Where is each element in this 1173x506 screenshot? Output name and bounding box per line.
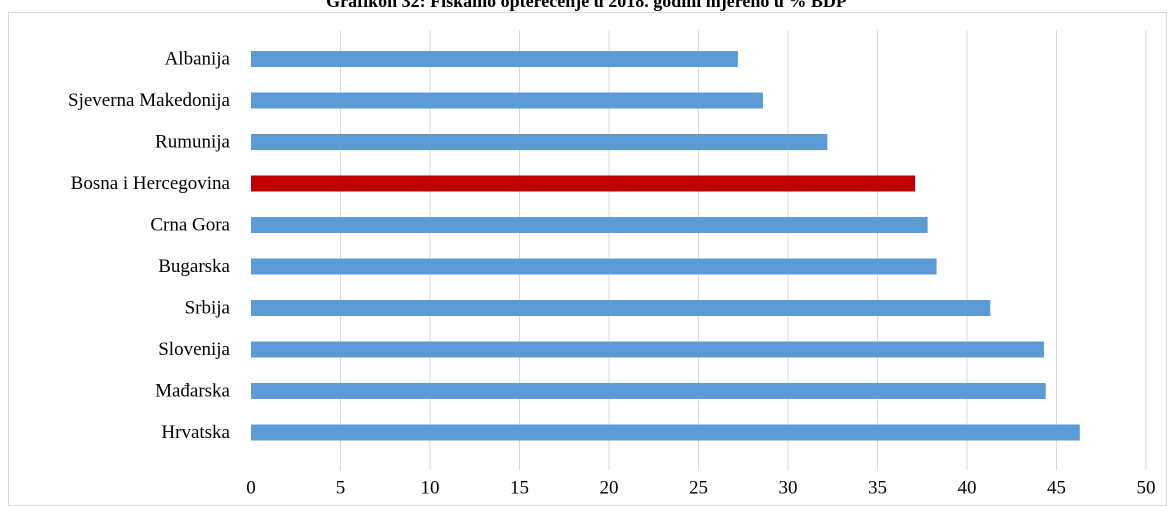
x-tick-label: 15 [510, 478, 529, 499]
category-label: Mađarska [155, 381, 230, 402]
bar [251, 300, 991, 316]
bar [251, 217, 928, 233]
bar [251, 424, 1080, 441]
bar [251, 383, 1046, 399]
category-label: Bosna i Hercegovina [71, 173, 231, 194]
x-tick-label: 35 [868, 478, 887, 499]
bar [251, 341, 1044, 358]
category-label: Bugarska [158, 256, 230, 277]
category-label: Albanija [165, 49, 231, 70]
category-label: Srbija [185, 298, 231, 319]
x-tick-label: 0 [246, 478, 256, 499]
bar [251, 175, 916, 192]
category-label: Slovenija [158, 339, 230, 360]
x-tick-label: 5 [336, 478, 346, 499]
category-label: Rumunija [155, 132, 231, 153]
category-label: Hrvatska [161, 422, 230, 443]
bar [251, 134, 828, 150]
x-tick-label: 30 [779, 478, 798, 499]
x-tick-label: 10 [421, 478, 440, 499]
bar [251, 258, 937, 275]
bar [251, 51, 738, 67]
x-tick-label: 40 [958, 478, 977, 499]
category-label: Crna Gora [150, 215, 230, 236]
category-label: Sjeverna Makedonija [68, 90, 231, 111]
x-tick-label: 50 [1137, 478, 1156, 499]
x-tick-label: 25 [689, 478, 708, 499]
x-tick-label: 20 [600, 478, 619, 499]
chart-title: Grafikon 32: Fiskalno opterećenje u 2018… [326, 0, 847, 11]
x-tick-label: 45 [1047, 478, 1066, 499]
bar [251, 92, 763, 109]
